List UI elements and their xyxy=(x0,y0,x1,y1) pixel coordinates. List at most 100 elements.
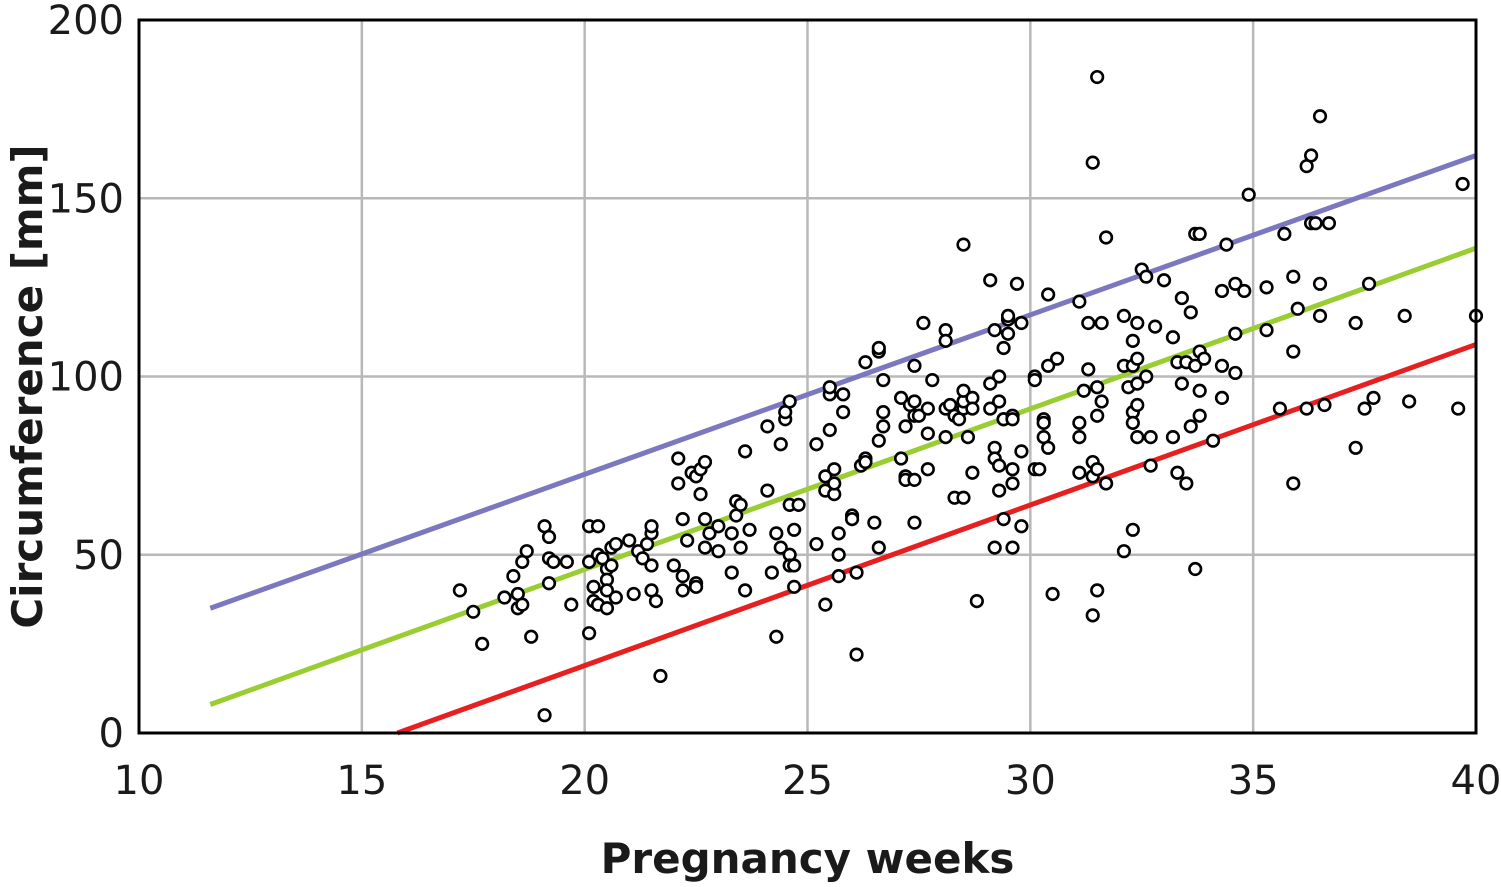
data-point xyxy=(836,387,851,402)
data-point xyxy=(1192,226,1207,241)
data-point xyxy=(711,544,726,559)
data-point xyxy=(1290,301,1305,316)
data-point xyxy=(1000,326,1016,341)
data-point xyxy=(787,558,802,573)
data-point xyxy=(1156,273,1172,288)
reference-lines xyxy=(209,153,1477,736)
y-tick-label: 150 xyxy=(48,176,124,222)
data-point xyxy=(1090,583,1105,598)
data-point xyxy=(996,511,1011,527)
data-point xyxy=(1005,412,1020,427)
data-point xyxy=(1041,358,1056,373)
data-point xyxy=(1366,390,1381,405)
data-point xyxy=(519,544,534,559)
data-point xyxy=(822,422,837,438)
data-point xyxy=(506,569,521,584)
data-point xyxy=(960,430,976,445)
x-tick-label: 15 xyxy=(336,758,387,804)
data-point xyxy=(1130,376,1145,391)
data-point xyxy=(1041,440,1056,455)
x-axis-title: Pregnancy weeks xyxy=(601,834,1015,883)
x-tick-label: 35 xyxy=(1228,758,1279,804)
data-point xyxy=(1214,390,1230,405)
data-point xyxy=(604,558,619,573)
data-point xyxy=(702,526,717,541)
data-point xyxy=(1192,383,1207,398)
data-point xyxy=(938,430,953,445)
data-point xyxy=(893,390,909,405)
data-point xyxy=(1219,237,1234,252)
data-point xyxy=(626,586,641,602)
data-point xyxy=(1188,358,1203,373)
data-point xyxy=(858,355,873,370)
data-point xyxy=(1076,383,1091,398)
data-point xyxy=(983,273,998,288)
data-point xyxy=(876,372,891,388)
data-point xyxy=(987,540,1002,555)
data-point xyxy=(827,476,842,491)
data-point xyxy=(1272,401,1288,416)
data-point xyxy=(831,569,846,584)
data-point xyxy=(925,372,940,388)
data-point xyxy=(867,515,882,530)
data-point xyxy=(586,579,601,594)
data-point xyxy=(644,519,659,534)
data-point xyxy=(1455,176,1470,192)
data-point xyxy=(898,419,913,434)
data-point xyxy=(1312,109,1328,124)
data-point xyxy=(965,465,980,480)
data-point xyxy=(1174,376,1189,391)
data-point xyxy=(1361,276,1377,291)
data-point xyxy=(1045,586,1060,602)
data-point xyxy=(1192,408,1207,423)
data-point xyxy=(644,558,659,573)
data-point xyxy=(987,323,1002,338)
data-point xyxy=(827,462,842,477)
data-point xyxy=(1125,522,1140,537)
data-point xyxy=(1094,315,1109,331)
data-point xyxy=(582,554,597,569)
data-point xyxy=(546,554,561,569)
data-point xyxy=(965,401,980,416)
data-point xyxy=(1081,362,1096,377)
data-point xyxy=(791,497,806,512)
data-point xyxy=(622,533,637,548)
data-point xyxy=(787,579,802,594)
data-point xyxy=(893,451,909,466)
y-tick-label: 100 xyxy=(48,355,124,401)
data-point xyxy=(1041,287,1056,302)
reference-line-2 xyxy=(209,245,1477,707)
data-point xyxy=(907,358,922,373)
data-point xyxy=(992,483,1007,498)
data-point xyxy=(497,590,512,605)
data-point xyxy=(697,511,713,527)
data-point xyxy=(1165,330,1181,345)
data-point xyxy=(1085,155,1100,170)
data-point xyxy=(475,636,490,651)
data-point xyxy=(769,526,784,541)
data-point xyxy=(1090,380,1105,395)
data-point xyxy=(1228,365,1243,381)
gridlines xyxy=(139,20,1476,733)
data-point xyxy=(1081,315,1096,331)
data-point xyxy=(1098,476,1114,491)
data-point xyxy=(876,405,891,420)
data-point xyxy=(1348,315,1363,331)
data-point xyxy=(697,540,713,555)
data-point xyxy=(969,593,984,609)
data-point xyxy=(818,597,833,612)
data-point xyxy=(1049,351,1065,366)
y-tick-label: 50 xyxy=(73,533,124,579)
data-point xyxy=(675,511,690,527)
data-point xyxy=(1321,216,1337,231)
data-point xyxy=(653,668,668,684)
data-point xyxy=(1139,369,1154,384)
data-point xyxy=(1085,608,1100,623)
data-point xyxy=(1005,462,1020,477)
data-point xyxy=(1259,280,1274,295)
data-point xyxy=(711,519,726,534)
data-point xyxy=(849,647,864,662)
data-point xyxy=(1197,351,1212,366)
data-point xyxy=(1014,315,1029,331)
data-point xyxy=(724,565,739,580)
